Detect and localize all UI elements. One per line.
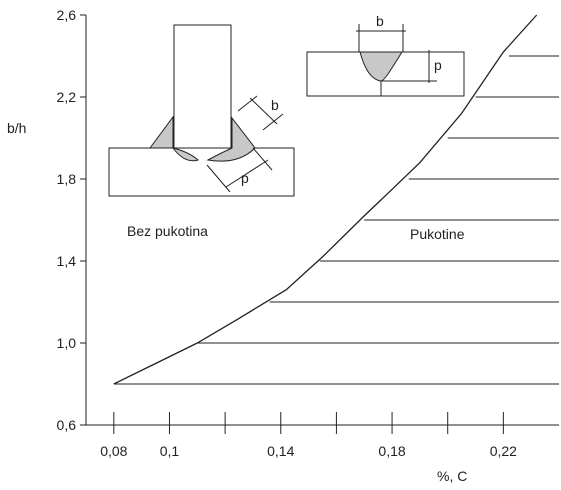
- butt-b-label: b: [376, 13, 384, 29]
- x-axis-tick-label: 0,14: [267, 443, 294, 459]
- fillet-b-label: b: [271, 97, 279, 113]
- ticks-layer: 0,6 1,0 1,4 1,8 2,2 2,6 0,08 0,1 0,14 0,18 0,22: [57, 7, 518, 459]
- y-axis-tick-label: 0,6: [57, 417, 77, 433]
- x-axis-tick-label: 0,08: [100, 443, 127, 459]
- y-axis-label: b/h: [7, 120, 26, 136]
- x-axis-tick-label: 0,18: [378, 443, 405, 459]
- axes-layer: [85, 15, 559, 426]
- butt-joint-inset: b p: [306, 13, 465, 97]
- butt-p-label: p: [434, 57, 442, 73]
- y-axis-tick-label: 2,2: [57, 89, 77, 105]
- fillet-p-extension-right: [252, 147, 273, 171]
- fillet-base-plate: [108, 147, 295, 197]
- fillet-p-extension-left: [206, 164, 231, 193]
- fillet-p-label: p: [241, 170, 249, 186]
- fillet-joint-inset: b p: [108, 24, 295, 197]
- x-axis-tick-label: 0,1: [160, 443, 180, 459]
- fillet-b-extension-right: [262, 113, 284, 131]
- y-axis-tick-label: 1,4: [57, 253, 77, 269]
- fillet-b-dimension-line: [249, 97, 278, 125]
- annotation-cracks: Pukotine: [410, 226, 465, 242]
- boundary-layer: [113, 55, 559, 385]
- fillet-weld-left: [149, 115, 199, 162]
- fillet-vertical-plate: [173, 24, 232, 149]
- y-axis-tick-label: 1,8: [57, 171, 77, 187]
- y-axis-tick-label: 2,6: [57, 7, 77, 23]
- fillet-p-dimension-line: [225, 159, 269, 188]
- annotation-no-cracks: Bez pukotina: [127, 223, 208, 239]
- crack-threshold-curve: [113, 14, 538, 385]
- fillet-b-extension-left: [237, 95, 258, 112]
- y-axis-tick-label: 1,0: [57, 335, 77, 351]
- curve-layer: [113, 14, 538, 385]
- fillet-weld-right: [206, 116, 256, 162]
- x-axis-tick-label: 0,22: [490, 443, 517, 459]
- x-axis-label: %, C: [437, 468, 467, 484]
